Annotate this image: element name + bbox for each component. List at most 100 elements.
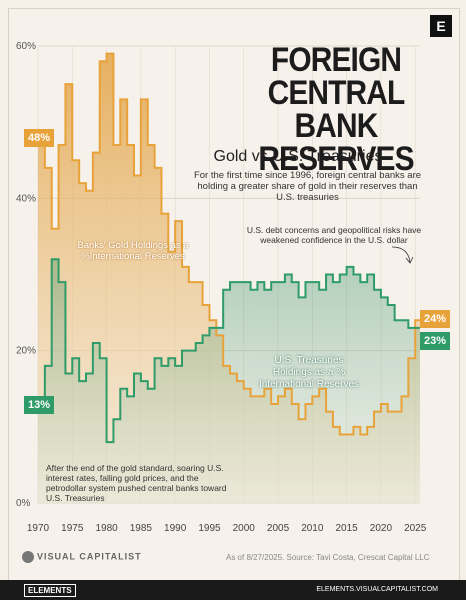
annotation-bottom: After the end of the gold standard, soar… [46, 463, 227, 503]
treasury-point [297, 296, 300, 299]
x-tick-label: 1985 [130, 523, 153, 534]
treasury-point [50, 258, 53, 261]
footer-bar: ELEMENTS ELEMENTS.VISUALCAPITALIST.COM [0, 580, 466, 600]
treasury-point [64, 372, 67, 375]
x-tick-label: 1975 [61, 523, 84, 534]
gold-point [290, 403, 293, 405]
gold-point [242, 387, 245, 390]
gold-point [78, 182, 80, 184]
x-tick-label: 1980 [95, 523, 118, 534]
gold-point [133, 174, 135, 177]
footer-brand[interactable]: VISUAL CAPITALIST [22, 551, 142, 563]
y-tick-label: 0% [16, 498, 31, 509]
gold-point [153, 167, 156, 169]
treasury-point [284, 273, 286, 276]
x-tick-label: 1970 [27, 523, 50, 534]
gold-point [236, 380, 238, 382]
x-tick-label: 2005 [267, 523, 290, 534]
footer-url[interactable]: ELEMENTS.VISUALCAPITALIST.COM [316, 586, 438, 593]
badge-gold-end: 24% [420, 310, 451, 329]
annotation-arrow-head [405, 256, 414, 264]
treasury-series-label: U.S. Treasuries Holdings as a % Internat… [258, 355, 360, 390]
gold-point [359, 433, 362, 436]
gold-point [126, 144, 128, 146]
treasury-point [338, 273, 341, 276]
treasury-point [92, 342, 94, 344]
gold-point [325, 410, 327, 413]
treasury-point [119, 387, 122, 390]
x-tick-label: 1990 [164, 523, 187, 534]
treasury-point [229, 281, 231, 283]
gold-point [215, 334, 218, 337]
y-tick-label: 40% [16, 193, 36, 204]
visual-capitalist-icon [22, 551, 34, 563]
treasury-point [236, 281, 238, 283]
treasury-point [318, 288, 320, 291]
gold-point [188, 281, 190, 283]
treasury-point [167, 357, 170, 360]
treasury-point [393, 319, 396, 322]
treasury-point [290, 281, 293, 283]
page-subtitle: Gold vs U.S. Treasuries [213, 148, 383, 165]
gold-point [181, 266, 183, 268]
gold-point [167, 250, 170, 253]
treasury-point [85, 372, 87, 375]
treasury-point [105, 441, 108, 443]
gold-point [194, 281, 197, 283]
gold-point [297, 418, 300, 421]
x-tick-label: 2015 [335, 523, 358, 534]
gold-point [64, 83, 67, 85]
gold-point [249, 395, 252, 398]
gold-point [105, 52, 108, 55]
footer-source: As of 8/27/2025. Source: Tavi Costa, Cre… [226, 553, 430, 562]
gold-point [407, 357, 410, 360]
gold-point [373, 410, 375, 413]
treasury-point [386, 304, 389, 306]
gold-point [208, 319, 211, 322]
gold-point [201, 304, 204, 306]
gold-point [256, 395, 259, 398]
gold-series-line [38, 52, 420, 436]
gold-point [112, 144, 115, 146]
treasury-area [38, 259, 420, 503]
treasury-point [256, 281, 259, 283]
gold-point [380, 403, 382, 405]
title-block: FOREIGN CENTRAL BANK RESERVES [196, 43, 446, 176]
gold-point [98, 60, 101, 63]
treasury-series-line [38, 258, 420, 444]
elements-wordmark[interactable]: ELEMENTS [24, 584, 76, 597]
treasury-point [78, 380, 80, 382]
treasury-point [181, 349, 183, 352]
treasury-point [126, 395, 128, 398]
x-tick-label: 2025 [404, 523, 427, 534]
gold-point [400, 395, 403, 398]
treasury-point [201, 334, 204, 337]
treasury-point [215, 327, 218, 329]
treasury-point [373, 288, 375, 291]
y-tick-label: 60% [16, 41, 36, 52]
x-tick-label: 2000 [233, 523, 256, 534]
gold-series-label: Banks' Gold Holdings as a %International… [77, 240, 189, 262]
treasury-point [304, 281, 307, 283]
treasury-point [188, 349, 190, 352]
treasury-point [98, 357, 101, 360]
elements-logo-icon[interactable]: E [430, 15, 452, 37]
treasury-point [222, 288, 224, 291]
gold-point [119, 98, 122, 101]
gold-point [366, 426, 368, 428]
treasury-point [400, 319, 403, 322]
badge-treasury-start: 13% [24, 395, 55, 414]
treasury-point [112, 418, 115, 421]
treasury-point [359, 281, 362, 283]
x-tick-label: 2020 [370, 523, 393, 534]
gold-point [160, 212, 163, 215]
gold-point [50, 228, 53, 230]
treasury-point [153, 357, 156, 360]
gold-point [146, 144, 149, 146]
gold-point [140, 98, 142, 101]
treasury-point [133, 372, 135, 375]
treasury-point [352, 273, 355, 276]
gold-point [345, 433, 348, 436]
treasury-point [71, 357, 74, 360]
